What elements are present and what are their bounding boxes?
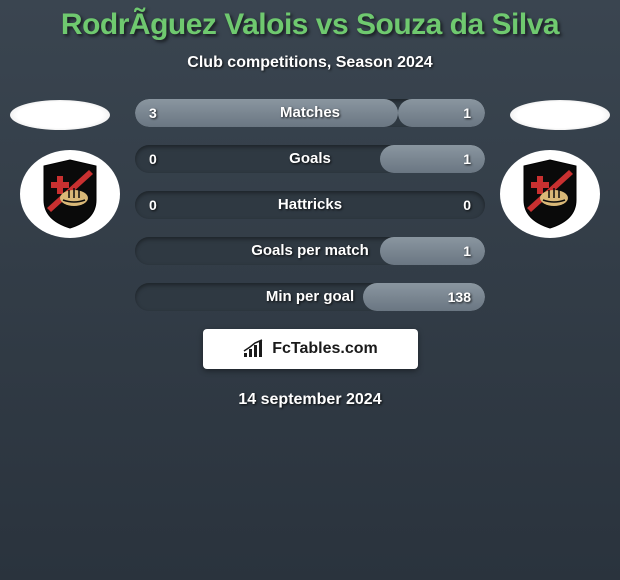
brand-text: FcTables.com — [272, 340, 378, 358]
stat-value-right: 1 — [463, 237, 471, 265]
stats-list: Matches31Goals01Hattricks00Goals per mat… — [135, 97, 485, 311]
club-crest-right — [500, 150, 600, 238]
stat-label: Matches — [135, 99, 485, 127]
subtitle: Club competitions, Season 2024 — [0, 54, 620, 72]
comparison-card: RodrÃ­guez Valois vs Souza da Silva Club… — [0, 0, 620, 409]
player-left-oval — [10, 100, 110, 130]
player-right-oval — [510, 100, 610, 130]
stat-value-left: 3 — [149, 99, 157, 127]
stat-label: Goals — [135, 145, 485, 173]
crest-bg — [500, 150, 600, 238]
stat-row: Min per goal138 — [135, 283, 485, 311]
vasco-shield-icon — [39, 158, 101, 230]
vasco-shield-icon — [519, 158, 581, 230]
stat-value-right: 1 — [463, 99, 471, 127]
stat-row: Hattricks0 0 — [135, 191, 485, 219]
stat-label: Min per goal — [135, 283, 485, 311]
stat-value-right: 138 — [448, 283, 471, 311]
crest-bg — [20, 150, 120, 238]
stat-row: Goals0 1 — [135, 145, 485, 173]
stat-value-left: 0 — [149, 191, 157, 219]
stat-value-right: 1 — [463, 145, 471, 173]
brand-box[interactable]: FcTables.com — [203, 329, 418, 369]
stat-row: Goals per match1 — [135, 237, 485, 265]
page-title: RodrÃ­guez Valois vs Souza da Silva — [0, 8, 620, 42]
chart-icon — [242, 339, 266, 359]
main-area: Matches31Goals01Hattricks00Goals per mat… — [0, 97, 620, 409]
club-crest-left — [20, 150, 120, 238]
stat-value-left: 0 — [149, 145, 157, 173]
stat-value-right: 0 — [463, 191, 471, 219]
date-label: 14 september 2024 — [0, 391, 620, 409]
stat-row: Matches3 1 — [135, 99, 485, 127]
stat-label: Goals per match — [135, 237, 485, 265]
stat-label: Hattricks — [135, 191, 485, 219]
